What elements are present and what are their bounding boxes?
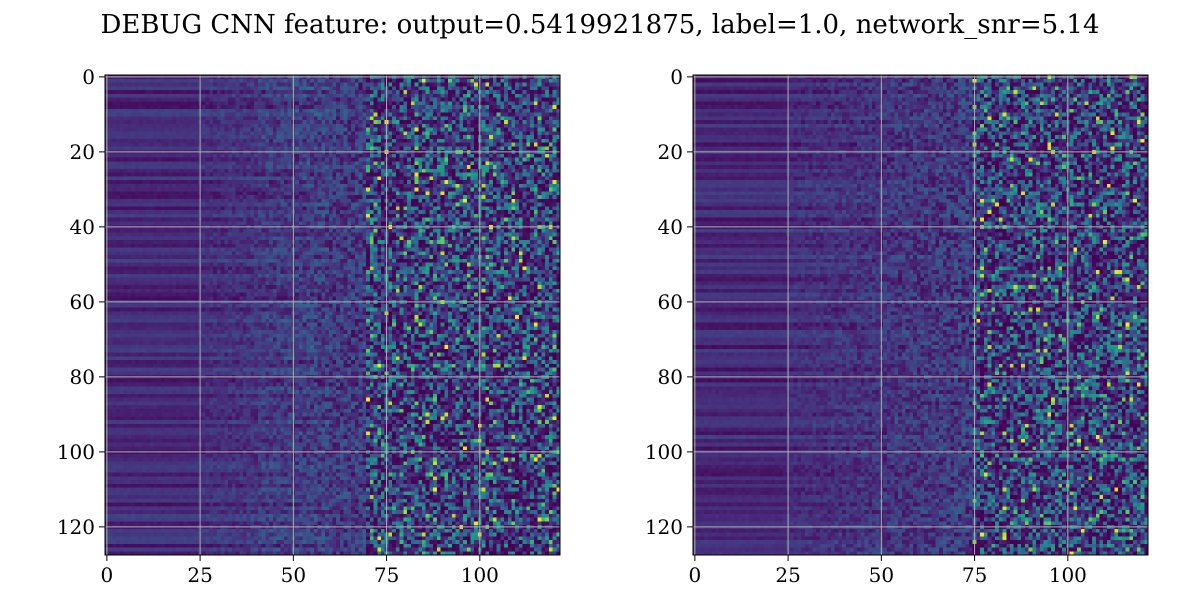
y-tick-label: 40 [70, 215, 95, 239]
y-tick-label: 120 [57, 515, 95, 539]
x-tick-label: 0 [100, 563, 113, 587]
heatmap-image [693, 75, 1148, 555]
y-tick-label: 0 [82, 65, 95, 89]
x-tick-label: 100 [461, 563, 499, 587]
x-tick-label: 25 [775, 563, 800, 587]
y-tick-label: 100 [645, 440, 683, 464]
y-tick-label: 80 [658, 365, 683, 389]
figure-title: DEBUG CNN feature: output=0.5419921875, … [101, 10, 1100, 40]
y-tick-label: 0 [670, 65, 683, 89]
x-tick-label: 100 [1049, 563, 1087, 587]
axes-frame [104, 74, 561, 556]
y-tick-label: 40 [658, 215, 683, 239]
y-tick-label: 80 [70, 365, 95, 389]
heatmap-image [105, 75, 560, 555]
y-tick-label: 20 [70, 140, 95, 164]
heatmap-left: 0 25 50 75 100 0 20 40 60 80 100 120 [57, 65, 561, 587]
x-tick-label: 25 [187, 563, 212, 587]
y-tick-label: 100 [57, 440, 95, 464]
x-tick-label: 75 [962, 563, 987, 587]
x-tick-label: 75 [374, 563, 399, 587]
heatmap-right: 0 25 50 75 100 0 20 40 60 80 100 120 [645, 65, 1149, 587]
y-tick-label: 60 [70, 290, 95, 314]
x-tick-label: 50 [281, 563, 306, 587]
y-tick-label: 20 [658, 140, 683, 164]
x-tick-label: 50 [869, 563, 894, 587]
x-tick-label: 0 [688, 563, 701, 587]
axes-frame [692, 74, 1149, 556]
y-tick-label: 120 [645, 515, 683, 539]
y-tick-label: 60 [658, 290, 683, 314]
